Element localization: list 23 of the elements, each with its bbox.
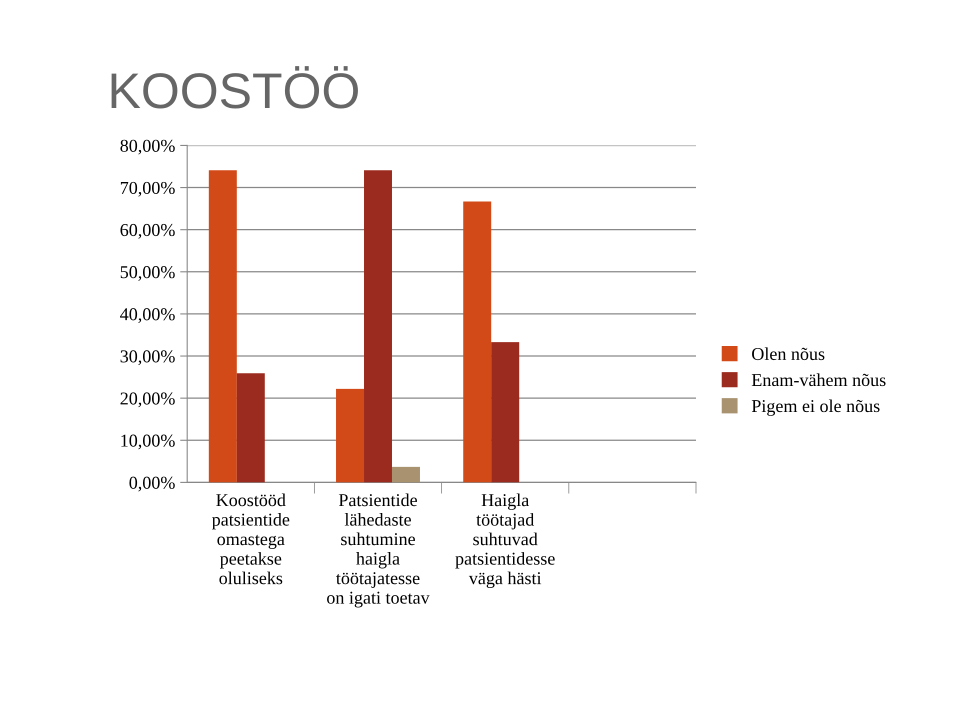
y-tick-label: 60,00% [120, 224, 175, 239]
y-tick-label: 20,00% [120, 392, 175, 408]
y-tick-label: 50,00% [120, 266, 175, 281]
bar [336, 388, 364, 482]
bar [236, 373, 265, 482]
x-tick-label: Koostööd patsientide omastega peetakse oluliseks [212, 494, 290, 584]
y-tick-label: 10,00% [121, 434, 175, 450]
bar [392, 466, 420, 482]
chart-title: KOOSTÖÖ [112, 66, 358, 108]
bar [364, 170, 392, 482]
legend-label: Enam-vähem nõus [752, 373, 886, 386]
y-tick-label: 70,00% [120, 182, 175, 197]
legend-label: Olen nõus [752, 347, 824, 360]
x-tick-label: Haigla töötajad suhtuvad patsientidesse väga hästi [455, 494, 555, 588]
y-tick-label: 0,00% [129, 476, 175, 492]
y-tick-label: 80,00% [120, 140, 175, 154]
bar [208, 170, 237, 482]
y-tick-label: 40,00% [120, 308, 175, 323]
bar [463, 201, 492, 482]
legend-label: Pigem ei ole nõus [752, 399, 880, 416]
y-tick-label: 30,00% [120, 350, 175, 366]
bar [491, 342, 520, 482]
x-tick-label: Patsientide lähedaste suhtumine haigla töötajatesse on igati toetav [327, 494, 430, 608]
